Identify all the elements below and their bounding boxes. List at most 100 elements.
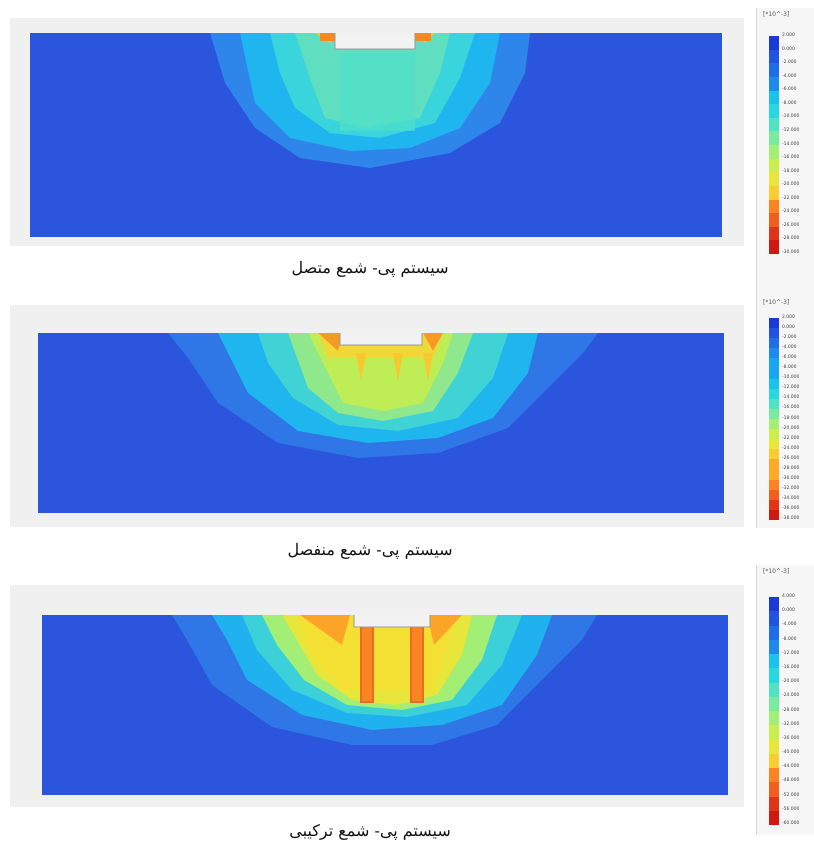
legend-color-step xyxy=(769,654,779,669)
legend-tick-label: -4.000 xyxy=(782,73,797,79)
legend-color-step xyxy=(769,639,779,654)
legend-color-step xyxy=(769,90,779,105)
legend-color-step xyxy=(769,76,779,91)
legend-tick-label: -48.000 xyxy=(782,778,800,784)
contour-zone xyxy=(427,615,462,645)
contour-panel-1 xyxy=(10,18,744,246)
contour-plot-3 xyxy=(42,615,728,795)
legend-tick-label: 0.000 xyxy=(782,608,795,614)
legend-tick-label: -8.000 xyxy=(782,636,797,642)
legend-tick-label: -18.000 xyxy=(782,415,800,421)
legend-color-step xyxy=(769,429,779,440)
legend-color-step xyxy=(769,625,779,640)
legend-tick-label: -22.000 xyxy=(782,195,800,201)
caption-1: سیستم پی- شمع متصل xyxy=(291,258,449,277)
legend-color-step xyxy=(769,725,779,740)
legend-color-step xyxy=(769,611,779,626)
footing xyxy=(339,333,423,346)
legend-color-step xyxy=(769,63,779,77)
caption-2: سیستم پی- شمع منفصل xyxy=(287,540,453,559)
contour-hot xyxy=(413,33,431,41)
contour-zone xyxy=(300,615,350,645)
legend-color-step xyxy=(769,172,779,186)
legend-color-step xyxy=(769,131,779,145)
legend-tick-label: -52.000 xyxy=(782,792,800,798)
legend-color-step xyxy=(769,338,779,349)
legend-tick-label: -4.000 xyxy=(782,345,797,351)
legend-tick-label: 2.000 xyxy=(782,315,795,320)
legend-color-step xyxy=(769,348,779,359)
legend-color-step xyxy=(769,696,779,711)
contour-panel-3 xyxy=(10,585,744,807)
legend-tick-label: -24.000 xyxy=(782,693,800,699)
contour-plot-1 xyxy=(30,33,722,237)
legend-tick-label: -20.000 xyxy=(782,425,800,431)
legend-color-step xyxy=(769,796,779,811)
legend-color-step xyxy=(769,489,779,500)
legend-color-step xyxy=(769,358,779,369)
legend-tick-label: -6.000 xyxy=(782,355,797,361)
legend-color-step xyxy=(769,682,779,697)
legend-tick-label: -32.000 xyxy=(782,485,800,491)
legend-color-step xyxy=(769,449,779,460)
legend-2: [*10^-3] 2.000 0.000 -2.000 -4.000 -6.000 -8.… xyxy=(756,296,814,528)
contour-zone xyxy=(423,333,443,351)
legend-tick-label: -32.000 xyxy=(782,721,800,727)
legend-tick-label: -20.000 xyxy=(782,679,800,685)
legend-unit: [*10^-3] xyxy=(763,299,790,306)
legend-color-step xyxy=(769,439,779,450)
legend-tick-label: -12.000 xyxy=(782,385,800,391)
contour-svg-2 xyxy=(38,333,724,513)
legend-tick-label: -14.000 xyxy=(782,141,800,147)
legend-tick-label: -40.000 xyxy=(782,750,800,756)
legend-color-step xyxy=(769,158,779,173)
legend-colorbar xyxy=(769,36,779,254)
legend-tick-label: -28.000 xyxy=(782,465,800,471)
legend-tick-label: 2.000 xyxy=(782,33,795,38)
legend-tick-label: -26.000 xyxy=(782,222,800,228)
contour-zone xyxy=(318,333,343,351)
legend-tick-label: 4.000 xyxy=(782,594,795,599)
legend-color-step xyxy=(769,49,779,64)
legend-tick-label: -18.000 xyxy=(782,168,800,174)
legend-color-step xyxy=(769,104,779,118)
legend-unit: [*10^-3] xyxy=(763,11,790,18)
legend-color-step xyxy=(769,145,779,159)
legend-color-step xyxy=(769,240,779,254)
legend-unit: [*10^-3] xyxy=(763,568,790,575)
legend-color-step xyxy=(769,810,779,825)
legend-tick-label: -28.000 xyxy=(782,236,800,242)
legend-tick-label: -12.000 xyxy=(782,650,800,656)
legend-tick-label: -2.000 xyxy=(782,60,797,66)
legend-tick-label: -36.000 xyxy=(782,505,800,511)
legend-color-step xyxy=(769,117,779,132)
legend-ticks: 2.000 0.000 -2.000 -4.000 -6.000 -8.000 -10.00… xyxy=(782,33,814,256)
legend-tick-label: -26.000 xyxy=(782,455,800,461)
legend-color-step xyxy=(769,469,779,480)
legend-1: [*10^-3] 2.000 0.000 -2.000 -4.000 -6.000 -8.… xyxy=(756,8,814,298)
legend-tick-label: -14.000 xyxy=(782,395,800,401)
legend-color-step xyxy=(769,378,779,389)
legend-tick-label: 0.000 xyxy=(782,325,795,331)
legend-color-step xyxy=(769,368,779,379)
legend-color-step xyxy=(769,318,779,329)
pile-zone xyxy=(393,353,403,381)
contour-plot-2 xyxy=(38,333,724,513)
legend-tick-label: -10.000 xyxy=(782,114,800,120)
legend-color-step xyxy=(769,199,779,214)
legend-colorbar xyxy=(769,597,779,825)
legend-tick-label: -30.000 xyxy=(782,475,800,481)
legend-tick-label: -60.000 xyxy=(782,821,800,826)
legend-ticks: 4.000 0.000 -4.000 -8.000 -12.000 -16.000 -20.… xyxy=(782,594,814,827)
legend-color-step xyxy=(769,479,779,490)
legend-color-step xyxy=(769,753,779,768)
legend-tick-label: -20.000 xyxy=(782,182,800,188)
legend-color-step xyxy=(769,328,779,339)
pile-zone xyxy=(423,353,433,381)
legend-color-step xyxy=(769,768,779,783)
legend-color-step xyxy=(769,509,779,520)
legend-tick-label: -4.000 xyxy=(782,622,797,628)
legend-tick-label: -6.000 xyxy=(782,87,797,93)
legend-ticks: 2.000 0.000 -2.000 -4.000 -6.000 -8.000 -10.00… xyxy=(782,315,814,522)
legend-tick-label: -8.000 xyxy=(782,365,797,371)
